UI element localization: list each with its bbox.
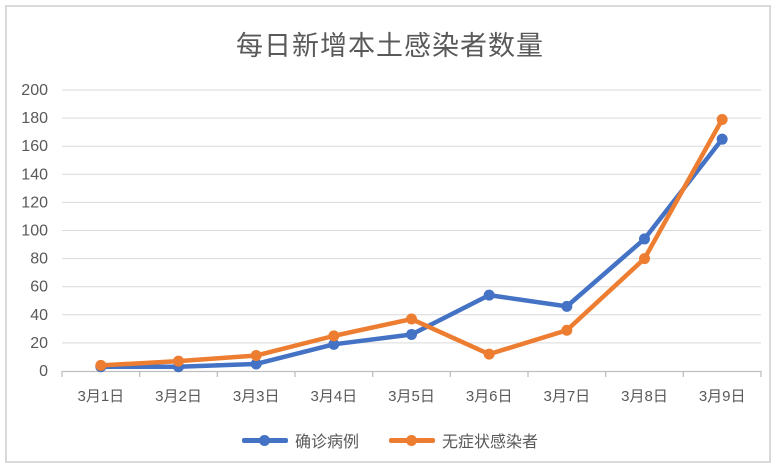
- y-axis-tick-label: 200: [21, 82, 48, 99]
- series-marker-1-8: [716, 114, 728, 126]
- x-axis-tick-label: 3月2日: [155, 388, 202, 405]
- legend-item-confirmed-cases: 确诊病例: [241, 428, 359, 452]
- x-axis-tick-label: 3月6日: [466, 388, 513, 405]
- x-axis-tick-label: 3月7日: [543, 388, 590, 405]
- series-marker-1-3: [328, 330, 340, 342]
- y-axis-tick-label: 80: [30, 251, 48, 268]
- y-axis-tick-label: 0: [39, 363, 48, 380]
- series-marker-0-6: [561, 300, 573, 312]
- series-marker-1-2: [250, 350, 262, 362]
- x-axis-tick-label: 3月3日: [233, 388, 280, 405]
- series-marker-1-0: [95, 359, 107, 371]
- series-marker-0-7: [639, 233, 650, 245]
- series-line-1: [98, 117, 725, 368]
- legend-label-confirmed: 确诊病例: [294, 434, 359, 451]
- series-marker-1-1: [173, 355, 184, 367]
- legend-line-swatch-confirmed: [241, 434, 288, 446]
- legend-item-asymptomatic-cases: 无症状感染者: [389, 428, 538, 452]
- series-marker-0-8: [716, 133, 728, 145]
- series-marker-0-4: [406, 328, 417, 340]
- series-marker-0-5: [483, 289, 495, 301]
- series-marker-0-2: [250, 358, 262, 370]
- series-marker-1-4: [406, 313, 417, 325]
- y-axis-tick-label: 120: [21, 194, 48, 211]
- y-axis-tick-label: 40: [30, 307, 48, 324]
- series-marker-1-5: [483, 348, 495, 360]
- series-marker-0-3: [328, 338, 340, 350]
- y-axis-tick-label: 140: [21, 166, 48, 183]
- y-axis-tick-label: 20: [30, 335, 48, 352]
- y-axis-tick-label: 160: [21, 138, 48, 155]
- y-axis-tick-label: 100: [21, 223, 48, 240]
- legend-label-asymptomatic: 无症状感染者: [442, 434, 539, 451]
- legend-marker-dot-asymptomatic: [406, 434, 417, 446]
- x-axis-tick-label: 3月1日: [77, 388, 124, 405]
- chart-legend: 确诊病例 无症状感染者: [0, 428, 780, 452]
- x-axis-tick-label: 3月5日: [388, 388, 435, 405]
- y-axis-tick-label: 180: [21, 110, 48, 127]
- legend-marker-dot-confirmed: [258, 434, 270, 446]
- series-marker-1-7: [639, 253, 650, 265]
- legend-line-swatch-asymptomatic: [389, 434, 435, 446]
- x-axis-tick-label: 3月9日: [699, 388, 746, 405]
- x-axis-tick-label: 3月4日: [310, 388, 357, 405]
- chart-title: 每日新增本土感染者数量: [236, 31, 544, 61]
- x-axis-tick-label: 3月8日: [621, 388, 668, 405]
- y-axis-tick-label: 60: [30, 279, 48, 296]
- series-marker-1-6: [561, 324, 573, 336]
